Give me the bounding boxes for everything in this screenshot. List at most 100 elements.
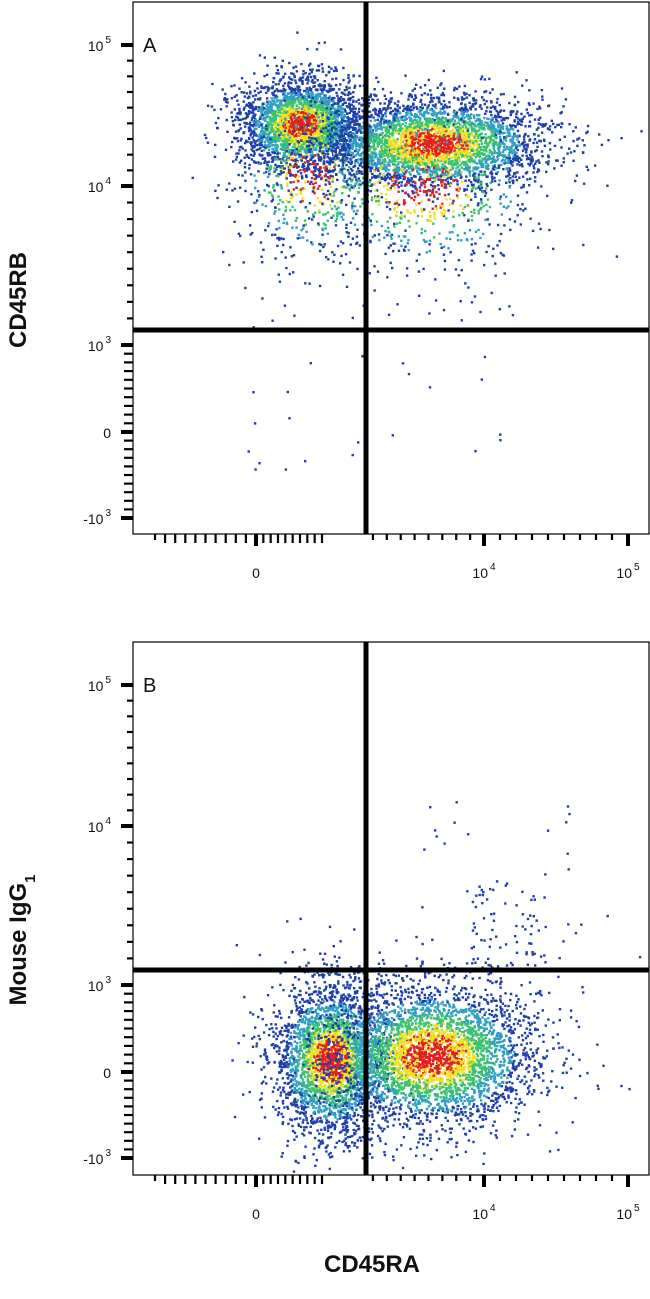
event-dot [287, 150, 290, 153]
event-dot [465, 175, 468, 178]
event-dot [419, 112, 422, 116]
event-dot [336, 141, 340, 145]
event-dot [252, 146, 255, 149]
event-dot [311, 110, 314, 114]
event-dot [444, 155, 448, 158]
event-dot [223, 98, 226, 101]
event-dot [402, 171, 405, 174]
event-dot [276, 108, 279, 111]
event-dot [529, 159, 532, 162]
event-dot [318, 103, 322, 106]
event-dot [301, 113, 304, 116]
event-dot [284, 205, 288, 209]
event-dot [335, 77, 338, 80]
event-dot [266, 111, 269, 114]
event-dot [283, 123, 287, 126]
event-dot [307, 137, 310, 141]
event-dot [271, 233, 274, 237]
event-dot [491, 116, 494, 120]
event-dot [413, 142, 417, 145]
event-dot [466, 155, 469, 158]
event-dot [349, 150, 352, 154]
event-dot [237, 118, 240, 121]
event-dot [380, 148, 384, 151]
event-dot [353, 84, 357, 87]
event-dot [327, 97, 330, 100]
event-dot [377, 135, 381, 139]
event-dot [282, 84, 285, 88]
event-dot [243, 95, 247, 98]
event-dot [406, 113, 409, 116]
event-dot [337, 98, 340, 101]
event-dot [425, 108, 429, 111]
event-dot [456, 183, 459, 186]
event-dot [294, 79, 297, 82]
event-dot [306, 166, 309, 170]
event-dot [480, 120, 483, 123]
event-dot [330, 158, 333, 161]
event-dot [223, 97, 227, 100]
event-dot [335, 120, 338, 123]
event-dot [342, 218, 345, 221]
event-dot [336, 153, 339, 157]
event-dot [467, 145, 471, 148]
event-dot [384, 115, 388, 118]
event-dot [374, 139, 378, 142]
event-dot [291, 78, 294, 81]
event-dot [272, 112, 276, 115]
event-dot [339, 153, 343, 156]
event-dot [266, 163, 269, 167]
event-dot [540, 88, 544, 92]
event-dot [440, 159, 443, 163]
event-dot [465, 135, 469, 138]
event-dot [244, 112, 248, 115]
event-dot [286, 133, 290, 136]
event-dot [330, 118, 333, 121]
event-dot [273, 115, 276, 118]
event-dot [286, 110, 289, 113]
event-dot [335, 91, 338, 95]
event-dot [385, 173, 389, 177]
event-dot [405, 127, 409, 130]
event-dot [313, 192, 316, 195]
event-dot [265, 91, 268, 95]
event-dot [322, 141, 326, 144]
event-dot [508, 146, 511, 149]
event-dot [266, 121, 270, 124]
event-dot [325, 115, 328, 118]
event-dot [504, 116, 507, 120]
event-dot [361, 181, 365, 185]
event-dot [309, 75, 313, 79]
event-dot [343, 108, 346, 111]
event-dot [457, 152, 460, 155]
event-dot [536, 107, 539, 111]
event-dot [317, 157, 321, 160]
event-dot [405, 139, 408, 142]
event-dot [377, 169, 380, 172]
event-dot [346, 98, 350, 101]
event-dot [294, 122, 298, 125]
event-dot [493, 160, 496, 163]
event-dot [572, 139, 575, 143]
event-dot [287, 84, 290, 87]
event-dot [237, 173, 240, 177]
event-dot [288, 125, 292, 128]
event-dot [325, 169, 328, 173]
event-dot [274, 135, 278, 138]
event-dot [332, 260, 335, 263]
event-dot [267, 222, 271, 225]
event-dot [576, 144, 579, 148]
event-dot [486, 184, 489, 187]
event-dot [343, 157, 346, 160]
event-dot [293, 88, 297, 91]
event-dot [293, 89, 297, 92]
event-dot [299, 192, 303, 195]
event-dot [282, 221, 285, 225]
event-dot [380, 176, 383, 179]
event-dot [324, 183, 327, 186]
event-dot [424, 131, 427, 135]
event-dot [430, 154, 433, 157]
event-dot [426, 171, 429, 174]
event-dot [501, 132, 504, 135]
event-dot [477, 136, 480, 139]
